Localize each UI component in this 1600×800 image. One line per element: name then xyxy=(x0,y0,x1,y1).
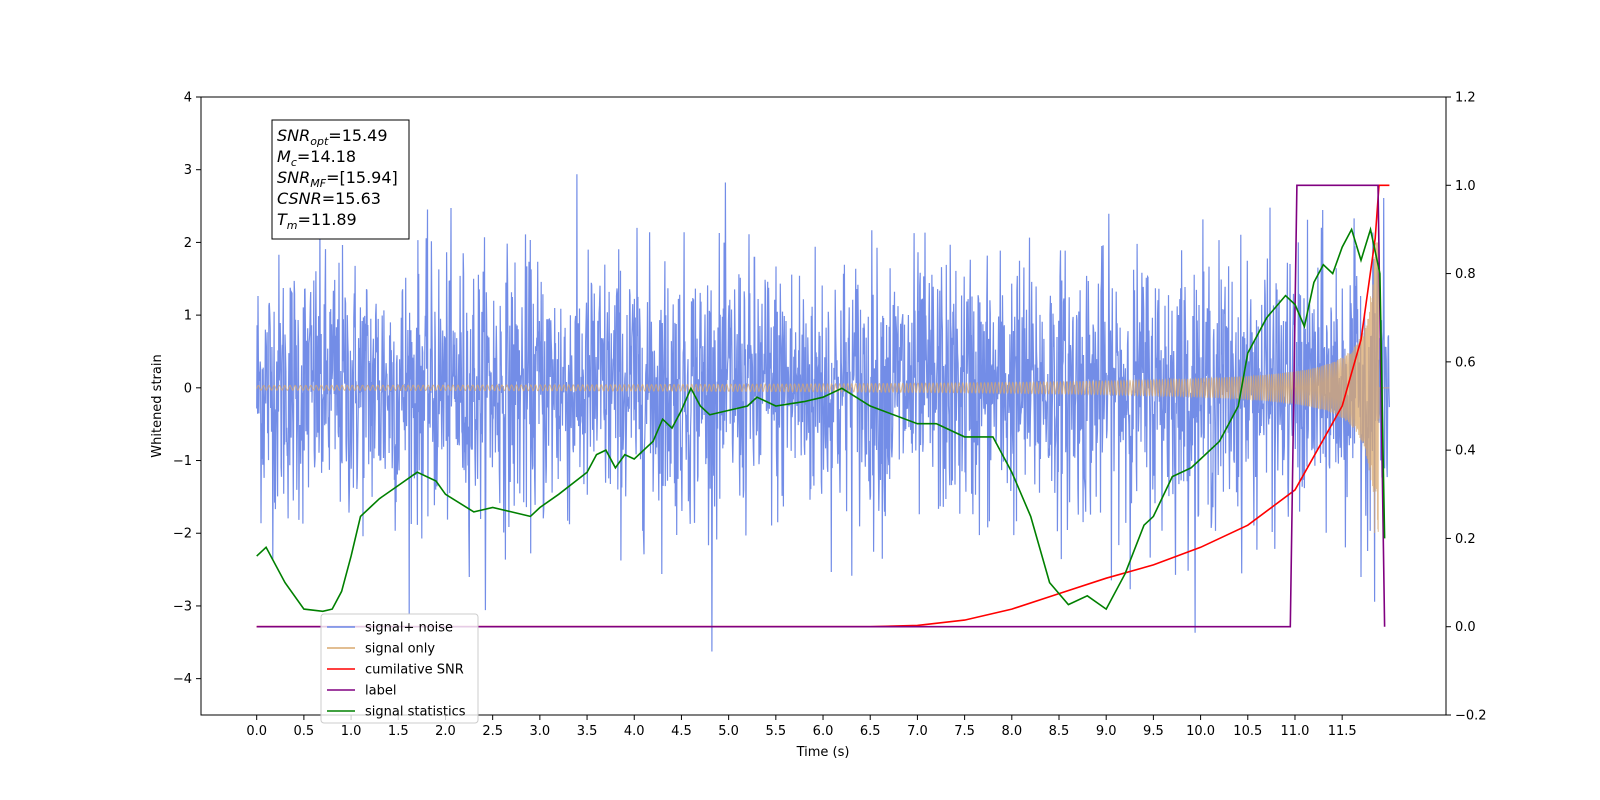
legend-label: signal statistics xyxy=(365,705,466,720)
x-tick-label: 2.5 xyxy=(482,724,503,739)
y-tick-label: 2 xyxy=(184,236,192,251)
x-tick-label: 5.5 xyxy=(765,724,786,739)
series-layer-chirp xyxy=(256,242,1390,534)
x-tick-label: 10.5 xyxy=(1233,724,1262,739)
series-line-signal-only xyxy=(256,242,1390,534)
y2-tick-label: 1.2 xyxy=(1455,91,1476,106)
annotation-line: SNRopt=15.49 xyxy=(277,126,388,148)
annotation-box: SNRopt=15.49Mc=14.18SNRMF=[15.94]CSNR=15… xyxy=(271,119,410,240)
y2-tick-label: 0.2 xyxy=(1455,532,1476,547)
x-tick-label: 4.0 xyxy=(624,724,645,739)
x-tick-label: 9.0 xyxy=(1096,724,1117,739)
y-axis-left: −4 −3 −2 −1 0 1 2 3 4 xyxy=(173,91,201,687)
x-tick-label: 7.5 xyxy=(954,724,975,739)
y2-tick-label: 1.0 xyxy=(1455,179,1476,194)
annotation-frame xyxy=(271,119,410,240)
annotation-line: Mc=14.18 xyxy=(277,147,356,169)
legend-frame xyxy=(320,613,479,724)
x-tick-label: 2.0 xyxy=(435,724,456,739)
y-tick-label: 4 xyxy=(184,91,192,106)
y-tick-label: 3 xyxy=(184,163,192,178)
x-tick-label: 8.5 xyxy=(1049,724,1070,739)
y2-tick-label: −0.2 xyxy=(1455,709,1487,724)
series-line-cumilative-snr xyxy=(256,184,1390,628)
legend: signal+ noise signal only cumilative SNR la… xyxy=(320,613,479,724)
x-tick-label: 5.0 xyxy=(718,724,739,739)
y-tick-label: −1 xyxy=(173,454,192,469)
x-tick-label: 3.5 xyxy=(577,724,598,739)
y-axis-label: Whitened strain xyxy=(150,354,165,457)
annotation-line: SNRMF=[15.94] xyxy=(277,168,398,190)
x-tick-label: 9.5 xyxy=(1143,724,1164,739)
x-tick-label: 8.0 xyxy=(1001,724,1022,739)
annotation-line: Tm=11.89 xyxy=(277,210,357,232)
y2-tick-label: 0.0 xyxy=(1455,620,1476,635)
y2-tick-label: 0.6 xyxy=(1455,355,1476,370)
y-tick-label: 1 xyxy=(184,309,192,324)
y-axis-right: −0.2 0.0 0.2 0.4 0.6 0.8 1.0 1.2 xyxy=(1446,91,1487,724)
x-tick-label: 7.0 xyxy=(907,724,928,739)
series-layer-right xyxy=(256,184,1390,628)
x-tick-label: 11.0 xyxy=(1280,724,1309,739)
legend-label: signal only xyxy=(365,642,435,657)
y-tick-label: −4 xyxy=(173,672,192,687)
y-tick-label: −3 xyxy=(173,599,192,614)
legend-label: label xyxy=(365,684,396,699)
x-tick-label: 6.0 xyxy=(813,724,834,739)
series-line-signal-statistics xyxy=(256,226,1386,613)
x-axis-label: Time (s) xyxy=(796,745,850,760)
x-tick-label: 0.0 xyxy=(246,724,267,739)
x-tick-label: 6.5 xyxy=(860,724,881,739)
x-tick-label: 11.5 xyxy=(1328,724,1357,739)
annotation-line: CSNR=15.63 xyxy=(277,189,381,208)
x-tick-label: 3.0 xyxy=(530,724,551,739)
x-tick-label: 1.5 xyxy=(388,724,409,739)
y2-tick-label: 0.4 xyxy=(1455,444,1476,459)
y2-tick-label: 0.8 xyxy=(1455,267,1476,282)
x-tick-label: 4.5 xyxy=(671,724,692,739)
y-tick-label: −2 xyxy=(173,527,192,542)
x-tick-label: 10.0 xyxy=(1186,724,1215,739)
x-tick-label: 0.5 xyxy=(294,724,315,739)
x-axis: 0.0 0.5 1.0 1.5 2.0 2.5 3.0 3.5 4.0 4.5 5.0 5.5 6.0 6… xyxy=(246,715,1357,739)
legend-label: cumilative SNR xyxy=(365,663,464,678)
x-tick-label: 1.0 xyxy=(341,724,362,739)
legend-label: signal+ noise xyxy=(365,621,453,636)
y-tick-label: 0 xyxy=(184,381,192,396)
